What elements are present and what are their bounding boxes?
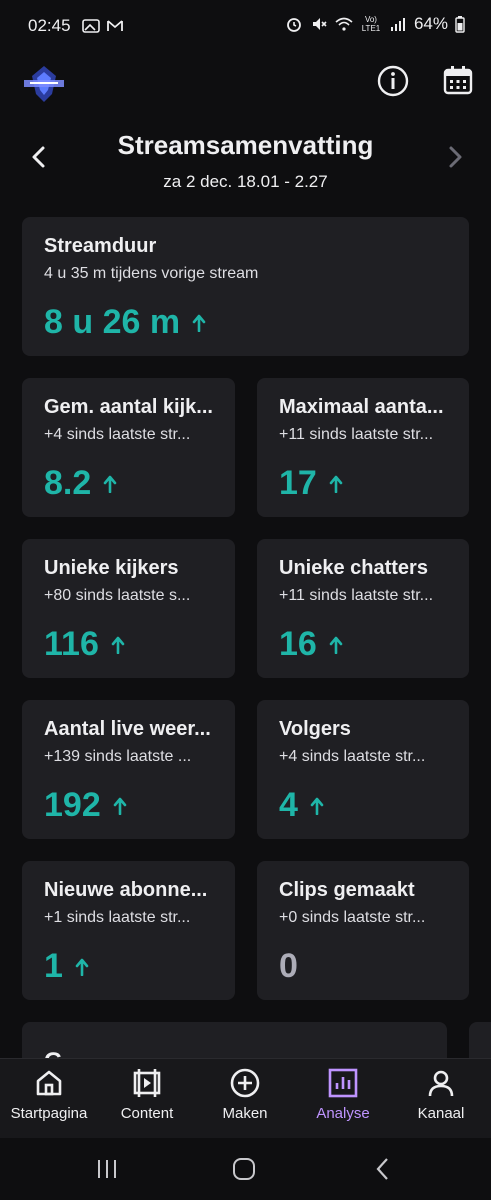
stat-card-avg-viewers[interactable]: Gem. aantal kijk... +4 sinds laatste str… [22, 378, 235, 517]
content-icon [133, 1069, 161, 1097]
status-time: 02:45 [28, 16, 71, 35]
value-text: 1 [44, 947, 63, 985]
stat-card-followers[interactable]: Volgers +4 sinds laatste str... 4 [257, 700, 469, 839]
mute-icon [312, 18, 327, 30]
card-subtitle: +139 sinds laatste ... [44, 748, 192, 765]
battery-percentage: 64% [413, 14, 448, 33]
value-text: 0 [279, 947, 298, 985]
plus-circle-icon [230, 1068, 260, 1098]
arrow-up-icon [111, 636, 125, 654]
chevron-left-icon[interactable] [26, 144, 52, 170]
card-title: Maximaal aanta... [279, 396, 444, 418]
stream-duration-card[interactable]: Streamduur 4 u 35 m tijdens vorige strea… [22, 217, 469, 356]
value-text: 16 [279, 625, 317, 663]
card-title: Unieke kijkers [44, 557, 179, 579]
nav-item-content[interactable]: Content [98, 1067, 196, 1122]
chevron-right-icon[interactable] [442, 144, 468, 170]
card-value: 192 [44, 786, 127, 825]
card-title: Volgers [279, 718, 351, 740]
system-nav-bar [0, 1138, 491, 1200]
nav-item-home[interactable]: Startpagina [0, 1067, 98, 1122]
arrow-up-icon [103, 475, 117, 493]
nav-label: Kanaal [417, 1105, 465, 1122]
summary-header: Streamsamenvatting za 2 dec. 18.01 - 2.2… [0, 126, 491, 196]
card-value: 17 [279, 464, 343, 503]
stat-card-clips-created[interactable]: Clips gemaakt +0 sinds laatste str... 0 [257, 861, 469, 1000]
card-subtitle: +0 sinds laatste str... [279, 909, 426, 926]
card-title: Aantal live weer... [44, 718, 211, 740]
stat-card-live-views[interactable]: Aantal live weer... +139 sinds laatste .… [22, 700, 235, 839]
analytics-icon [328, 1068, 358, 1098]
nav-label: Analyse [316, 1105, 370, 1122]
card-subtitle: +4 sinds laatste str... [279, 748, 426, 765]
arrow-up-icon [75, 958, 89, 976]
stat-card-new-subscribers[interactable]: Nieuwe abonne... +1 sinds laatste str...… [22, 861, 235, 1000]
arrow-up-icon [113, 797, 127, 815]
card-title: Gem. aantal kijk... [44, 396, 213, 418]
value-text: 8.2 [44, 464, 92, 502]
battery-icon [455, 16, 465, 33]
alarm-icon [287, 18, 301, 32]
home-button-icon[interactable] [231, 1156, 257, 1182]
value-text: 116 [44, 625, 99, 663]
card-subtitle: +1 sinds laatste str... [44, 909, 191, 926]
card-value: 116 [44, 625, 125, 664]
value-text: 8 u 26 m [44, 303, 181, 341]
status-bar: 02:45 Vo) LTE1 64% [0, 0, 491, 54]
card-value: 0 [279, 947, 298, 986]
nav-label: Content [120, 1105, 174, 1122]
value-text: 17 [279, 464, 317, 502]
recent-apps-icon[interactable] [94, 1156, 120, 1182]
card-value: 16 [279, 625, 343, 664]
card-subtitle: +80 sinds laatste s... [44, 587, 191, 604]
page-title: Streamsamenvatting [117, 130, 374, 160]
arrow-up-icon [310, 797, 324, 815]
card-value: 8 u 26 m [44, 303, 206, 342]
card-title: Clips gemaakt [279, 879, 415, 901]
stat-card-unique-viewers[interactable]: Unieke kijkers +80 sinds laatste s... 11… [22, 539, 235, 678]
nav-label: Maken [222, 1105, 268, 1122]
card-subtitle: +4 sinds laatste str... [44, 426, 191, 443]
card-title: Streamduur [44, 235, 157, 257]
stat-card-max-viewers[interactable]: Maximaal aanta... +11 sinds laatste str.… [257, 378, 469, 517]
card-value: 1 [44, 947, 89, 986]
wifi-icon [335, 17, 353, 31]
card-subtitle: +11 sinds laatste str... [279, 587, 434, 604]
value-text: 192 [44, 786, 101, 824]
nav-label: Startpagina [10, 1105, 88, 1122]
card-value: 4 [279, 786, 324, 825]
signal-icon [390, 18, 405, 31]
app-header [0, 54, 491, 114]
network-label: Vo) LTE1 [361, 15, 381, 33]
profile-icon [428, 1070, 454, 1097]
nav-item-channel[interactable]: Kanaal [392, 1067, 490, 1122]
gallery-icon [82, 19, 100, 33]
calendar-icon[interactable] [442, 64, 474, 96]
bottom-nav: Startpagina Content Maken Analyse Kanaal [0, 1058, 491, 1139]
nav-item-create[interactable]: Maken [196, 1067, 294, 1122]
date-range: za 2 dec. 18.01 - 2.27 [163, 172, 328, 191]
card-subtitle: 4 u 35 m tijdens vorige stream [44, 265, 259, 282]
channel-logo[interactable] [22, 62, 66, 106]
back-button-icon[interactable] [370, 1156, 396, 1182]
card-title: Nieuwe abonne... [44, 879, 208, 901]
nav-item-analytics[interactable]: Analyse [294, 1067, 392, 1122]
card-title: Unieke chatters [279, 557, 428, 579]
gmail-icon [107, 20, 123, 31]
info-icon[interactable] [376, 64, 410, 98]
card-value: 8.2 [44, 464, 117, 503]
value-text: 4 [279, 786, 298, 824]
home-icon [36, 1070, 62, 1096]
arrow-up-icon [329, 636, 343, 654]
stat-card-unique-chatters[interactable]: Unieke chatters +11 sinds laatste str...… [257, 539, 469, 678]
arrow-up-icon [329, 475, 343, 493]
arrow-up-icon [192, 314, 206, 332]
card-subtitle: +11 sinds laatste str... [279, 426, 434, 443]
